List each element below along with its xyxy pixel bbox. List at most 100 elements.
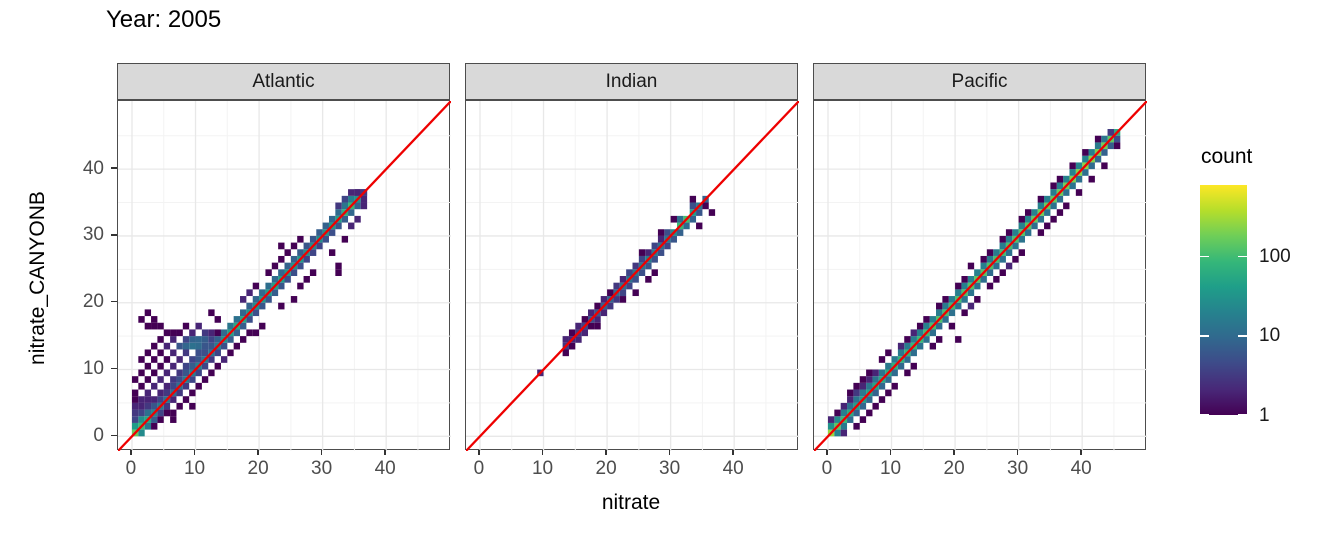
bin-rect — [1082, 155, 1089, 163]
bin-rect — [872, 389, 879, 397]
bin-rect — [1063, 189, 1070, 196]
x-tick-label: 20 — [247, 458, 269, 479]
bin-rect — [1088, 162, 1095, 170]
bin-rect — [568, 329, 576, 337]
bin-rect — [335, 202, 342, 210]
y-axis-title: nitrate_CANYONB — [26, 191, 49, 365]
bin-rect — [271, 262, 279, 270]
x-tick-mark — [541, 450, 544, 455]
bin-rect — [645, 249, 652, 256]
bin-rect — [1018, 249, 1025, 256]
bin-rect — [632, 276, 639, 283]
x-tick-label: 0 — [473, 458, 485, 479]
legend-tick-mark — [1200, 255, 1209, 258]
legend-tick-mark — [1200, 414, 1209, 416]
bin-rect — [265, 296, 272, 303]
bin-rect — [942, 316, 949, 323]
bin-rect — [163, 342, 171, 350]
bin-rect — [853, 422, 860, 430]
bin-rect — [847, 396, 854, 403]
bin-rect — [144, 376, 152, 383]
bin-rect — [284, 276, 291, 283]
bin-rect — [138, 396, 145, 403]
bin-rect — [1075, 189, 1083, 196]
bin-rect — [176, 402, 183, 410]
x-tick-label: 10 — [531, 458, 554, 479]
bin-rect — [878, 396, 886, 403]
bin-rect — [955, 336, 962, 343]
bin-rect — [575, 336, 582, 343]
bin-rect — [1063, 175, 1070, 183]
bin-rect — [163, 382, 171, 390]
facet-panel-pacific — [813, 100, 1147, 451]
bin-rect — [600, 296, 608, 303]
bin-rect — [151, 382, 158, 390]
bin-rect — [904, 342, 911, 350]
bin-rect — [942, 296, 949, 303]
bin-rect — [657, 249, 665, 256]
bin-rect — [702, 202, 709, 210]
bin-rect — [613, 296, 620, 303]
bin-rect — [834, 429, 841, 437]
bin-rect — [1037, 229, 1045, 236]
x-tick-label: 30 — [311, 458, 333, 479]
bin-rect — [999, 269, 1006, 276]
bin-rect — [859, 389, 867, 397]
bin-rect — [993, 276, 1000, 283]
bin-rect — [1024, 229, 1032, 236]
legend-tick-label: 10 — [1259, 325, 1281, 347]
bin-rect — [1005, 262, 1013, 270]
bin-rect — [290, 255, 298, 263]
bin-rect — [575, 322, 582, 330]
bin-rect — [341, 215, 349, 223]
bin-rect — [131, 376, 139, 383]
bin-rect — [182, 336, 190, 343]
bin-rect — [360, 195, 368, 203]
bin-rect — [214, 316, 221, 323]
x-tick-label: 10 — [183, 458, 206, 479]
bin-rect — [151, 422, 158, 430]
bin-rect — [163, 356, 171, 363]
bin-rect — [929, 316, 937, 323]
bin-rect — [144, 349, 152, 357]
bin-rect — [1101, 162, 1108, 170]
bin-rect — [859, 402, 867, 410]
bin-rect — [227, 336, 234, 343]
bin-rect — [670, 235, 677, 243]
bin-rect — [840, 422, 848, 430]
bin-rect — [138, 316, 145, 323]
bin-rect — [562, 349, 569, 357]
bin-rect — [1063, 202, 1070, 210]
bin-rect — [594, 322, 601, 330]
bin-rect — [1005, 229, 1013, 236]
bin-rect — [980, 255, 987, 263]
bin-rect — [872, 402, 879, 410]
bin-rect — [638, 255, 646, 263]
bin-rect — [138, 409, 145, 417]
bin-rect — [1069, 162, 1076, 170]
bin-rect — [271, 289, 279, 297]
bin-rect — [967, 262, 975, 270]
panel-canvas-pacific — [814, 101, 1147, 451]
facet-strip-indian: Indian — [465, 63, 798, 100]
bin-rect — [986, 249, 994, 256]
bin-rect — [208, 329, 215, 337]
facet-panel-indian — [465, 100, 799, 451]
bin-rect — [170, 349, 177, 357]
bin-rect — [131, 396, 139, 403]
bin-rect — [176, 376, 183, 383]
identity-line — [118, 101, 451, 451]
bin-rect — [689, 195, 697, 203]
bin-rect — [131, 389, 139, 397]
x-tick-mark — [257, 450, 259, 455]
bin-rect — [594, 302, 601, 310]
x-tick-mark — [1016, 450, 1019, 455]
y-tick-label: 40 — [82, 157, 104, 179]
bin-rect — [201, 349, 209, 357]
bin-rect — [195, 369, 202, 377]
bin-rect — [1056, 195, 1064, 203]
bin-rect — [1005, 249, 1013, 256]
bin-rect — [131, 416, 139, 423]
bin-rect — [891, 369, 898, 377]
